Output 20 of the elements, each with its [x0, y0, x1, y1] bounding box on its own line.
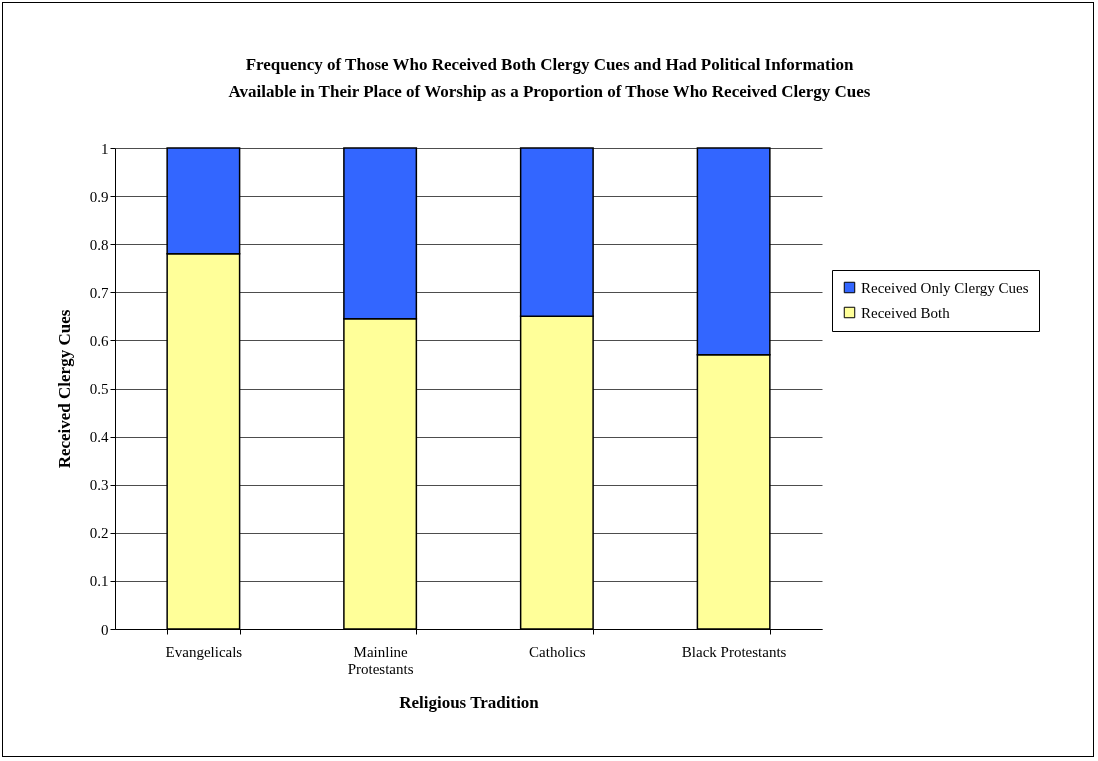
y-tick-label: 0.1: [89, 573, 109, 590]
x-axis-title: Religious Tradition: [399, 692, 540, 712]
x-tick-label: Mainline Protestants: [347, 643, 414, 677]
y-tick-label: 0.5: [89, 381, 109, 397]
chart-title: Frequency of Those Who Received Both Clergy Cues and Had Political Information Available in Their Place of Worship as a Proportion of Those Who Received Clergy Cues: [228, 55, 871, 101]
y-tick-label: 0.8: [89, 236, 109, 253]
y-tick-label: 0.4: [89, 429, 109, 446]
y-tick-label: 0: [101, 621, 109, 638]
y-tick-label: 0.3: [89, 477, 109, 494]
y-tick-label: 0.7: [89, 284, 109, 301]
x-tick-label: Black Protestants: [681, 643, 787, 660]
y-tick-label: 1: [101, 140, 109, 157]
y-tick-label: 0.9: [89, 188, 109, 205]
y-tick-label: 0.2: [89, 525, 109, 542]
legend-label: Received Both: [861, 304, 951, 321]
x-tick-label: Catholics: [529, 643, 586, 660]
x-tick-label: Evangelicals: [165, 643, 243, 660]
y-tick-label: 0.6: [89, 332, 109, 349]
legend-label: Received Only Clergy Cues: [861, 279, 1029, 296]
y-axis-title: Received Clergy Cues: [54, 309, 74, 469]
